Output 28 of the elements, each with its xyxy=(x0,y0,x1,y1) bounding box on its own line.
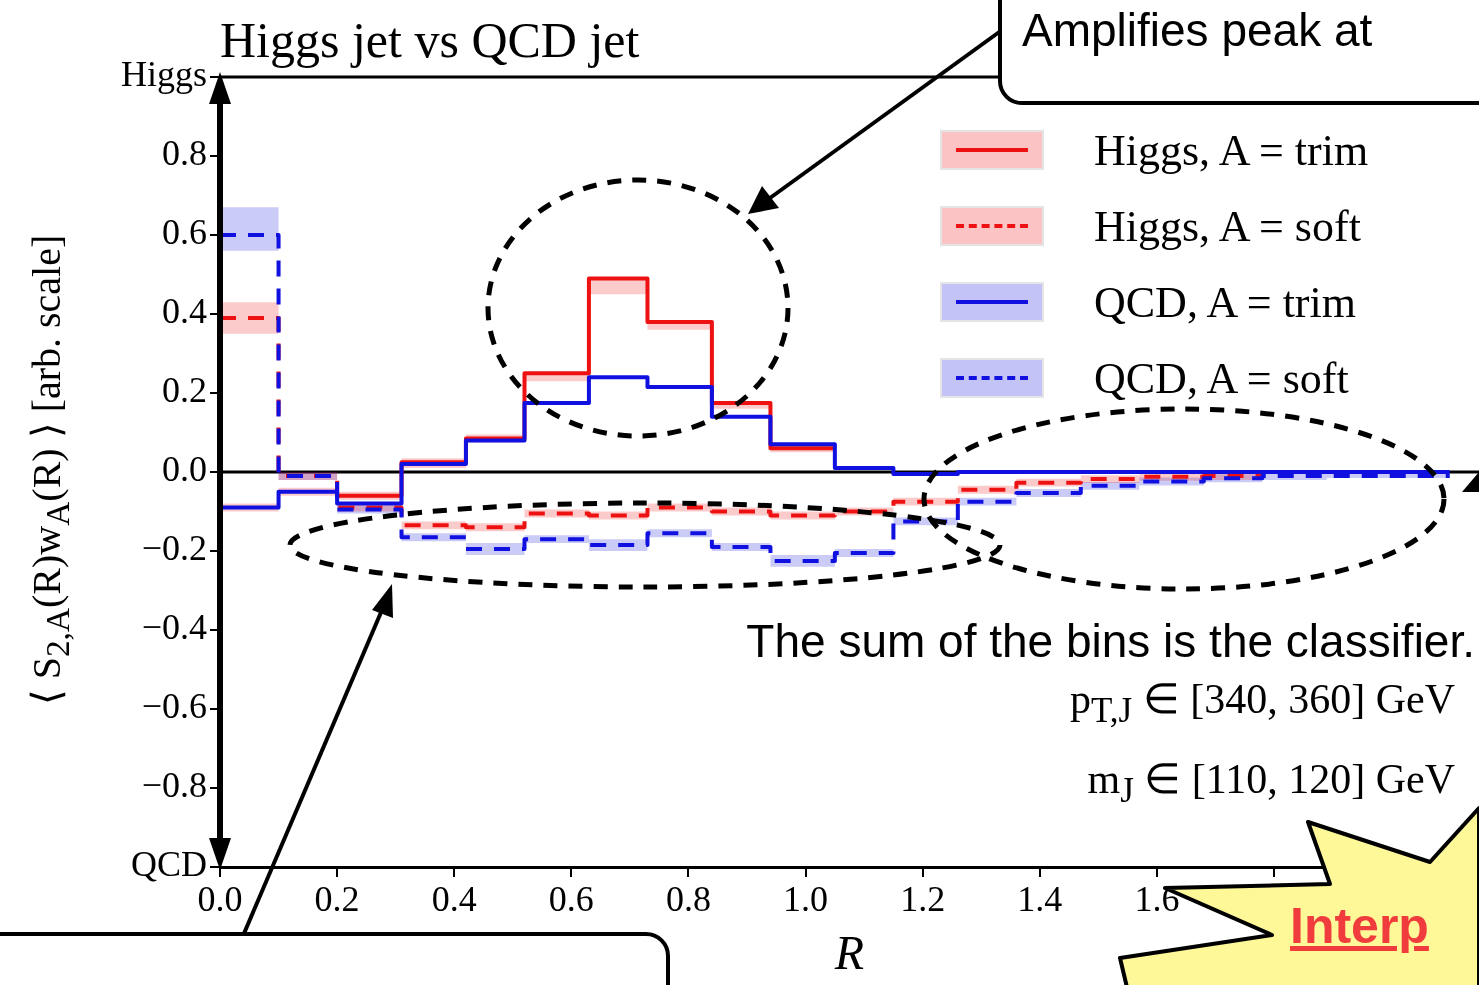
annotation: p$_{T,J}$ ∈ [340, 360] GeV xyxy=(1070,675,1455,732)
x-tick-label: 1.2 xyxy=(900,879,946,920)
legend-label: QCD, A = soft xyxy=(1094,352,1349,404)
y-tick-label: Higgs xyxy=(120,54,207,95)
y-tick-label: 0.8 xyxy=(162,133,207,174)
y-tick-label: −0.2 xyxy=(141,528,207,569)
legend-label: Higgs, A = trim xyxy=(1094,124,1369,176)
x-tick-label: 0.4 xyxy=(431,879,477,920)
y-tick-label: 0.4 xyxy=(162,291,207,332)
y-tick-label: 0.6 xyxy=(162,212,207,253)
y-tick-label: 0.0 xyxy=(162,449,207,490)
y-tick-label: −0.6 xyxy=(141,686,207,727)
legend-label: QCD, A = trim xyxy=(1094,276,1356,328)
text: Interp xyxy=(1290,897,1429,955)
x-tick-label: 0.8 xyxy=(665,879,711,920)
text: Amplifies peak at xyxy=(1022,3,1373,57)
annotation: m$_{J}$ ∈ [110, 120] GeV xyxy=(1087,755,1455,812)
y-tick-label: −0.8 xyxy=(141,765,207,806)
annotation: The sum of the bins is the classifier. xyxy=(746,614,1475,668)
x-tick-label: 0.2 xyxy=(314,879,360,920)
y-tick-label: −0.4 xyxy=(141,607,207,648)
x-tick-label: 1.4 xyxy=(1017,879,1063,920)
y-tick-label: 0.2 xyxy=(162,370,207,411)
legend-label: Higgs, A = soft xyxy=(1094,200,1361,252)
chart-title: Higgs jet vs QCD jet xyxy=(220,12,640,68)
x-axis-title: R xyxy=(833,925,865,979)
x-tick-label: 1.0 xyxy=(783,879,829,920)
x-tick-label: 0.6 xyxy=(548,879,594,920)
